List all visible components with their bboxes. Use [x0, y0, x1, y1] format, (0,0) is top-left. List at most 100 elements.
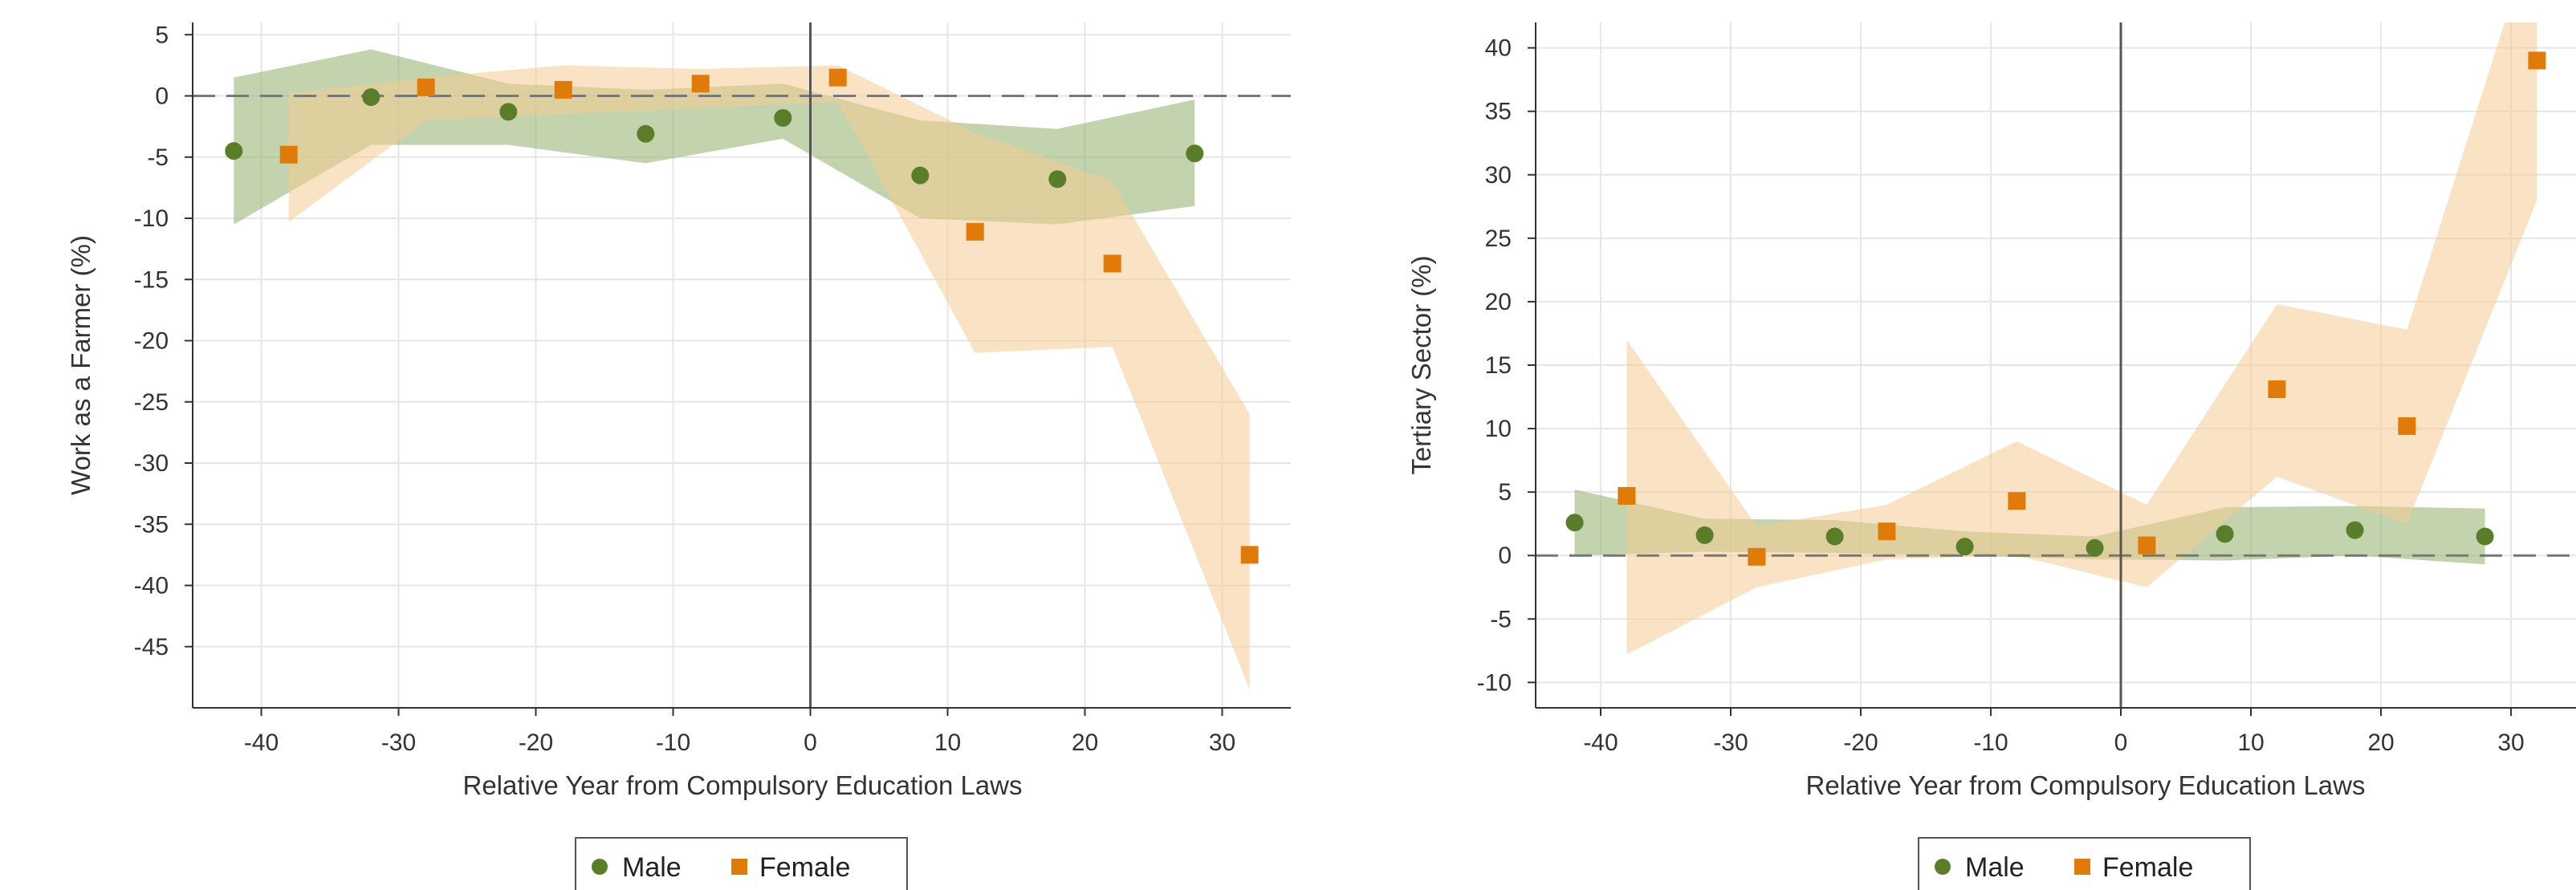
farmer-male-point	[225, 142, 243, 161]
farmer-y-tick-label: 0	[155, 83, 169, 110]
tertiary-axes	[1528, 22, 2576, 716]
tertiary-legend: Male Female	[1918, 837, 2251, 890]
tertiary-female-point	[2008, 492, 2026, 510]
tertiary-male-point	[1955, 538, 1974, 556]
tertiary-y-tick-label: 15	[1485, 352, 1512, 379]
tertiary-y-tick-label: 25	[1485, 226, 1512, 252]
farmer-y-tick-labels: 5 0 -5 -10 -15 -20 -25 -30 -35 -40 -45	[134, 22, 169, 660]
farmer-y-tick-label: -20	[134, 328, 169, 355]
tertiary-female-point	[2528, 51, 2546, 70]
tertiary-chart: 40 35 30 25 20 15 10 5 0 -5 -10 -40 -30 -20 -10 0 10 20 3…	[1406, 22, 2576, 890]
farmer-y-tick-label: -30	[134, 450, 169, 477]
farmer-male-point	[362, 88, 380, 107]
farmer-female-point	[554, 80, 572, 99]
tertiary-x-tick-labels: -40 -30 -20 -10 0 10 20 30	[1583, 729, 2524, 756]
tertiary-bands	[1574, 22, 2537, 655]
tertiary-male-point	[1695, 526, 1714, 544]
tertiary-male-point	[2476, 527, 2494, 546]
farmer-x-tick-label: -30	[381, 729, 416, 756]
farmer-male-point	[1186, 144, 1204, 163]
tertiary-y-tick-label: -10	[1477, 669, 1512, 696]
farmer-male-point	[911, 166, 930, 185]
farmer-female-point	[828, 68, 847, 87]
tertiary-female-point	[1878, 522, 1896, 541]
tertiary-female-ci-band	[1626, 22, 2537, 655]
farmer-y-tick-label: -45	[134, 634, 169, 660]
farmer-female-point	[691, 75, 710, 93]
farmer-female-point	[966, 222, 984, 241]
farmer-x-tick-label: 20	[1072, 729, 1098, 756]
farmer-male-point	[1048, 170, 1067, 189]
farmer-male-point	[637, 124, 655, 143]
farmer-female-point	[279, 145, 298, 164]
tertiary-female-point	[2268, 380, 2286, 399]
farmer-x-tick-label: -40	[244, 729, 279, 756]
farmer-x-tick-label: -10	[656, 729, 690, 756]
tertiary-x-tick-label: 10	[2237, 729, 2264, 756]
farmer-y-tick-label: -5	[147, 144, 169, 171]
farmer-y-tick-label: -40	[134, 573, 169, 599]
farmer-x-tick-label: 0	[804, 729, 817, 756]
tertiary-legend-male-marker	[1935, 859, 1951, 875]
tertiary-x-axis-label: Relative Year from Compulsory Education …	[1805, 770, 2365, 800]
tertiary-markers	[1565, 51, 2546, 566]
farmer-legend-male-marker	[592, 859, 608, 875]
tertiary-legend-female-label: Female	[2102, 852, 2193, 883]
farmer-y-axis-label: Work as a Farmer (%)	[66, 235, 96, 495]
tertiary-x-tick-label: -20	[1843, 729, 1878, 756]
tertiary-y-axis-label: Tertiary Sector (%)	[1406, 255, 1436, 474]
tertiary-male-point	[2086, 538, 2104, 557]
tertiary-x-tick-label: -30	[1713, 729, 1748, 756]
farmer-legend-female-label: Female	[759, 852, 850, 883]
tertiary-female-point	[2398, 417, 2416, 435]
farmer-legend-female-marker	[731, 859, 747, 875]
farmer-bands	[234, 49, 1250, 690]
tertiary-male-point	[1565, 514, 1584, 532]
tertiary-y-tick-label: 30	[1485, 162, 1512, 189]
tertiary-x-tick-label: -10	[1973, 729, 2008, 756]
tertiary-y-tick-label: -5	[1490, 606, 1512, 632]
farmer-x-tick-label: 10	[934, 729, 961, 756]
tertiary-female-point	[2138, 536, 2156, 555]
tertiary-y-tick-label: 5	[1498, 479, 1512, 506]
farmer-female-point	[1103, 254, 1121, 273]
farmer-y-tick-label: -15	[134, 266, 169, 293]
farmer-x-tick-label: 30	[1209, 729, 1235, 756]
farmer-male-point	[774, 108, 792, 127]
farmer-female-point	[417, 78, 435, 96]
farmer-markers	[225, 68, 1259, 564]
tertiary-male-point	[2346, 521, 2364, 539]
farmer-female-point	[1240, 546, 1259, 564]
farmer-y-tick-label: -10	[134, 205, 169, 232]
farmer-female-ci-band	[288, 65, 1250, 690]
tertiary-x-tick-label: 20	[2367, 729, 2394, 756]
tertiary-male-point	[2216, 525, 2234, 543]
tertiary-y-tick-labels: 40 35 30 25 20 15 10 5 0 -5 -10	[1477, 35, 1512, 697]
farmer-y-tick-label: -35	[134, 511, 169, 538]
tertiary-female-point	[1618, 486, 1636, 505]
farmer-male-point	[499, 103, 518, 121]
tertiary-reference-lines	[1536, 22, 2576, 708]
farmer-x-tick-labels: -40 -30 -20 -10 0 10 20 30	[244, 729, 1235, 756]
tertiary-x-tick-label: 30	[2497, 729, 2524, 756]
tertiary-female-point	[1748, 547, 1766, 566]
tertiary-y-tick-label: 35	[1485, 99, 1512, 125]
tertiary-y-tick-label: 0	[1498, 543, 1512, 569]
tertiary-y-tick-label: 10	[1485, 416, 1512, 442]
tertiary-male-point	[1825, 527, 1844, 546]
farmer-legend-male-label: Male	[622, 852, 682, 883]
tertiary-legend-female-marker	[2074, 859, 2090, 875]
farmer-x-axis-label: Relative Year from Compulsory Education …	[462, 770, 1022, 800]
tertiary-x-tick-label: -40	[1583, 729, 1618, 756]
tertiary-legend-male-label: Male	[1965, 852, 2025, 883]
farmer-y-tick-label: 5	[155, 22, 169, 48]
farmer-x-tick-label: -20	[519, 729, 553, 756]
tertiary-y-tick-label: 40	[1485, 35, 1512, 62]
farmer-y-tick-label: -25	[134, 389, 169, 416]
farmer-legend: Male Female	[575, 837, 908, 890]
tertiary-y-tick-label: 20	[1485, 289, 1512, 315]
tertiary-x-tick-label: 0	[2114, 729, 2128, 756]
farmer-chart: 5 0 -5 -10 -15 -20 -25 -30 -35 -40 -45 -40 -30 -20 -1…	[66, 22, 1291, 890]
farmer-axes	[185, 22, 1291, 716]
